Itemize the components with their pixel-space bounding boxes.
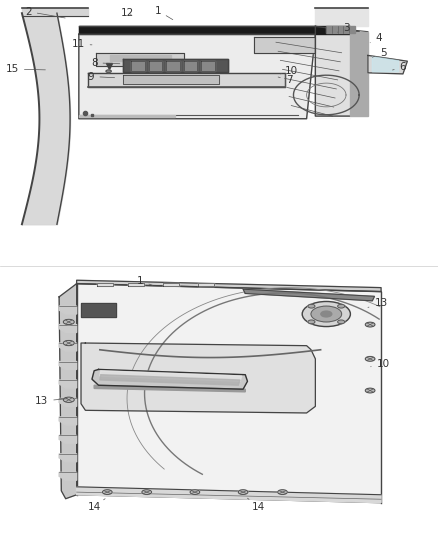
Text: 11: 11 — [71, 39, 92, 50]
Ellipse shape — [238, 490, 248, 495]
Ellipse shape — [365, 388, 375, 393]
Ellipse shape — [365, 357, 375, 361]
Polygon shape — [100, 375, 240, 385]
Polygon shape — [77, 280, 381, 292]
Text: 5: 5 — [372, 48, 387, 58]
Polygon shape — [201, 61, 215, 71]
Polygon shape — [79, 115, 175, 117]
Ellipse shape — [63, 319, 74, 325]
Text: 13: 13 — [35, 396, 67, 406]
Ellipse shape — [321, 311, 332, 317]
Ellipse shape — [302, 302, 350, 327]
Polygon shape — [96, 53, 184, 66]
Text: 3: 3 — [337, 23, 350, 33]
Polygon shape — [100, 371, 242, 381]
Polygon shape — [59, 284, 77, 499]
Polygon shape — [59, 435, 77, 443]
Polygon shape — [149, 61, 162, 71]
Text: 2: 2 — [25, 6, 65, 18]
Polygon shape — [59, 399, 77, 406]
Polygon shape — [81, 303, 116, 317]
Text: 9: 9 — [88, 71, 115, 82]
Polygon shape — [315, 27, 359, 116]
Text: 4: 4 — [370, 33, 382, 43]
Polygon shape — [163, 283, 179, 286]
Polygon shape — [79, 27, 315, 34]
Polygon shape — [59, 343, 77, 351]
Ellipse shape — [102, 490, 112, 495]
Polygon shape — [131, 61, 145, 71]
Polygon shape — [59, 361, 77, 369]
Ellipse shape — [338, 304, 345, 308]
Polygon shape — [77, 284, 381, 503]
Ellipse shape — [142, 490, 152, 495]
Text: 13: 13 — [368, 298, 388, 309]
Polygon shape — [166, 61, 180, 71]
Polygon shape — [110, 55, 171, 61]
Text: 15: 15 — [6, 64, 46, 74]
Ellipse shape — [338, 320, 345, 324]
Polygon shape — [59, 417, 77, 425]
Text: 8: 8 — [91, 58, 120, 68]
Ellipse shape — [63, 397, 74, 402]
Polygon shape — [123, 59, 228, 72]
Polygon shape — [184, 61, 197, 71]
Polygon shape — [59, 325, 77, 333]
Polygon shape — [254, 37, 315, 53]
Polygon shape — [315, 8, 368, 27]
Ellipse shape — [311, 306, 342, 322]
Polygon shape — [368, 55, 407, 74]
Polygon shape — [123, 75, 219, 84]
Polygon shape — [92, 369, 247, 389]
Text: 12: 12 — [121, 7, 134, 18]
Text: 14: 14 — [88, 499, 105, 512]
Ellipse shape — [365, 322, 375, 327]
Polygon shape — [94, 385, 245, 392]
Polygon shape — [128, 283, 144, 286]
Polygon shape — [59, 306, 77, 314]
Ellipse shape — [278, 490, 287, 495]
Polygon shape — [81, 343, 315, 413]
Ellipse shape — [190, 490, 200, 495]
Polygon shape — [350, 31, 368, 116]
Polygon shape — [79, 27, 350, 119]
Polygon shape — [88, 72, 285, 87]
Text: 1: 1 — [137, 276, 153, 286]
Polygon shape — [59, 454, 77, 462]
Polygon shape — [79, 27, 315, 34]
Text: 14: 14 — [247, 498, 265, 512]
Ellipse shape — [308, 304, 315, 308]
Ellipse shape — [308, 320, 315, 324]
Polygon shape — [326, 27, 355, 33]
Polygon shape — [79, 27, 350, 34]
Polygon shape — [372, 56, 399, 72]
Ellipse shape — [63, 341, 74, 346]
Text: 10: 10 — [280, 66, 298, 76]
Ellipse shape — [106, 70, 111, 72]
Polygon shape — [77, 487, 381, 503]
Text: 6: 6 — [392, 62, 406, 72]
Polygon shape — [97, 283, 113, 286]
Polygon shape — [22, 8, 88, 16]
Polygon shape — [79, 34, 315, 119]
Polygon shape — [198, 283, 214, 286]
Polygon shape — [59, 380, 77, 388]
Polygon shape — [243, 289, 374, 301]
Text: 1: 1 — [154, 5, 173, 20]
Text: 10: 10 — [371, 359, 390, 369]
Polygon shape — [59, 472, 77, 480]
Text: 7: 7 — [278, 75, 293, 85]
